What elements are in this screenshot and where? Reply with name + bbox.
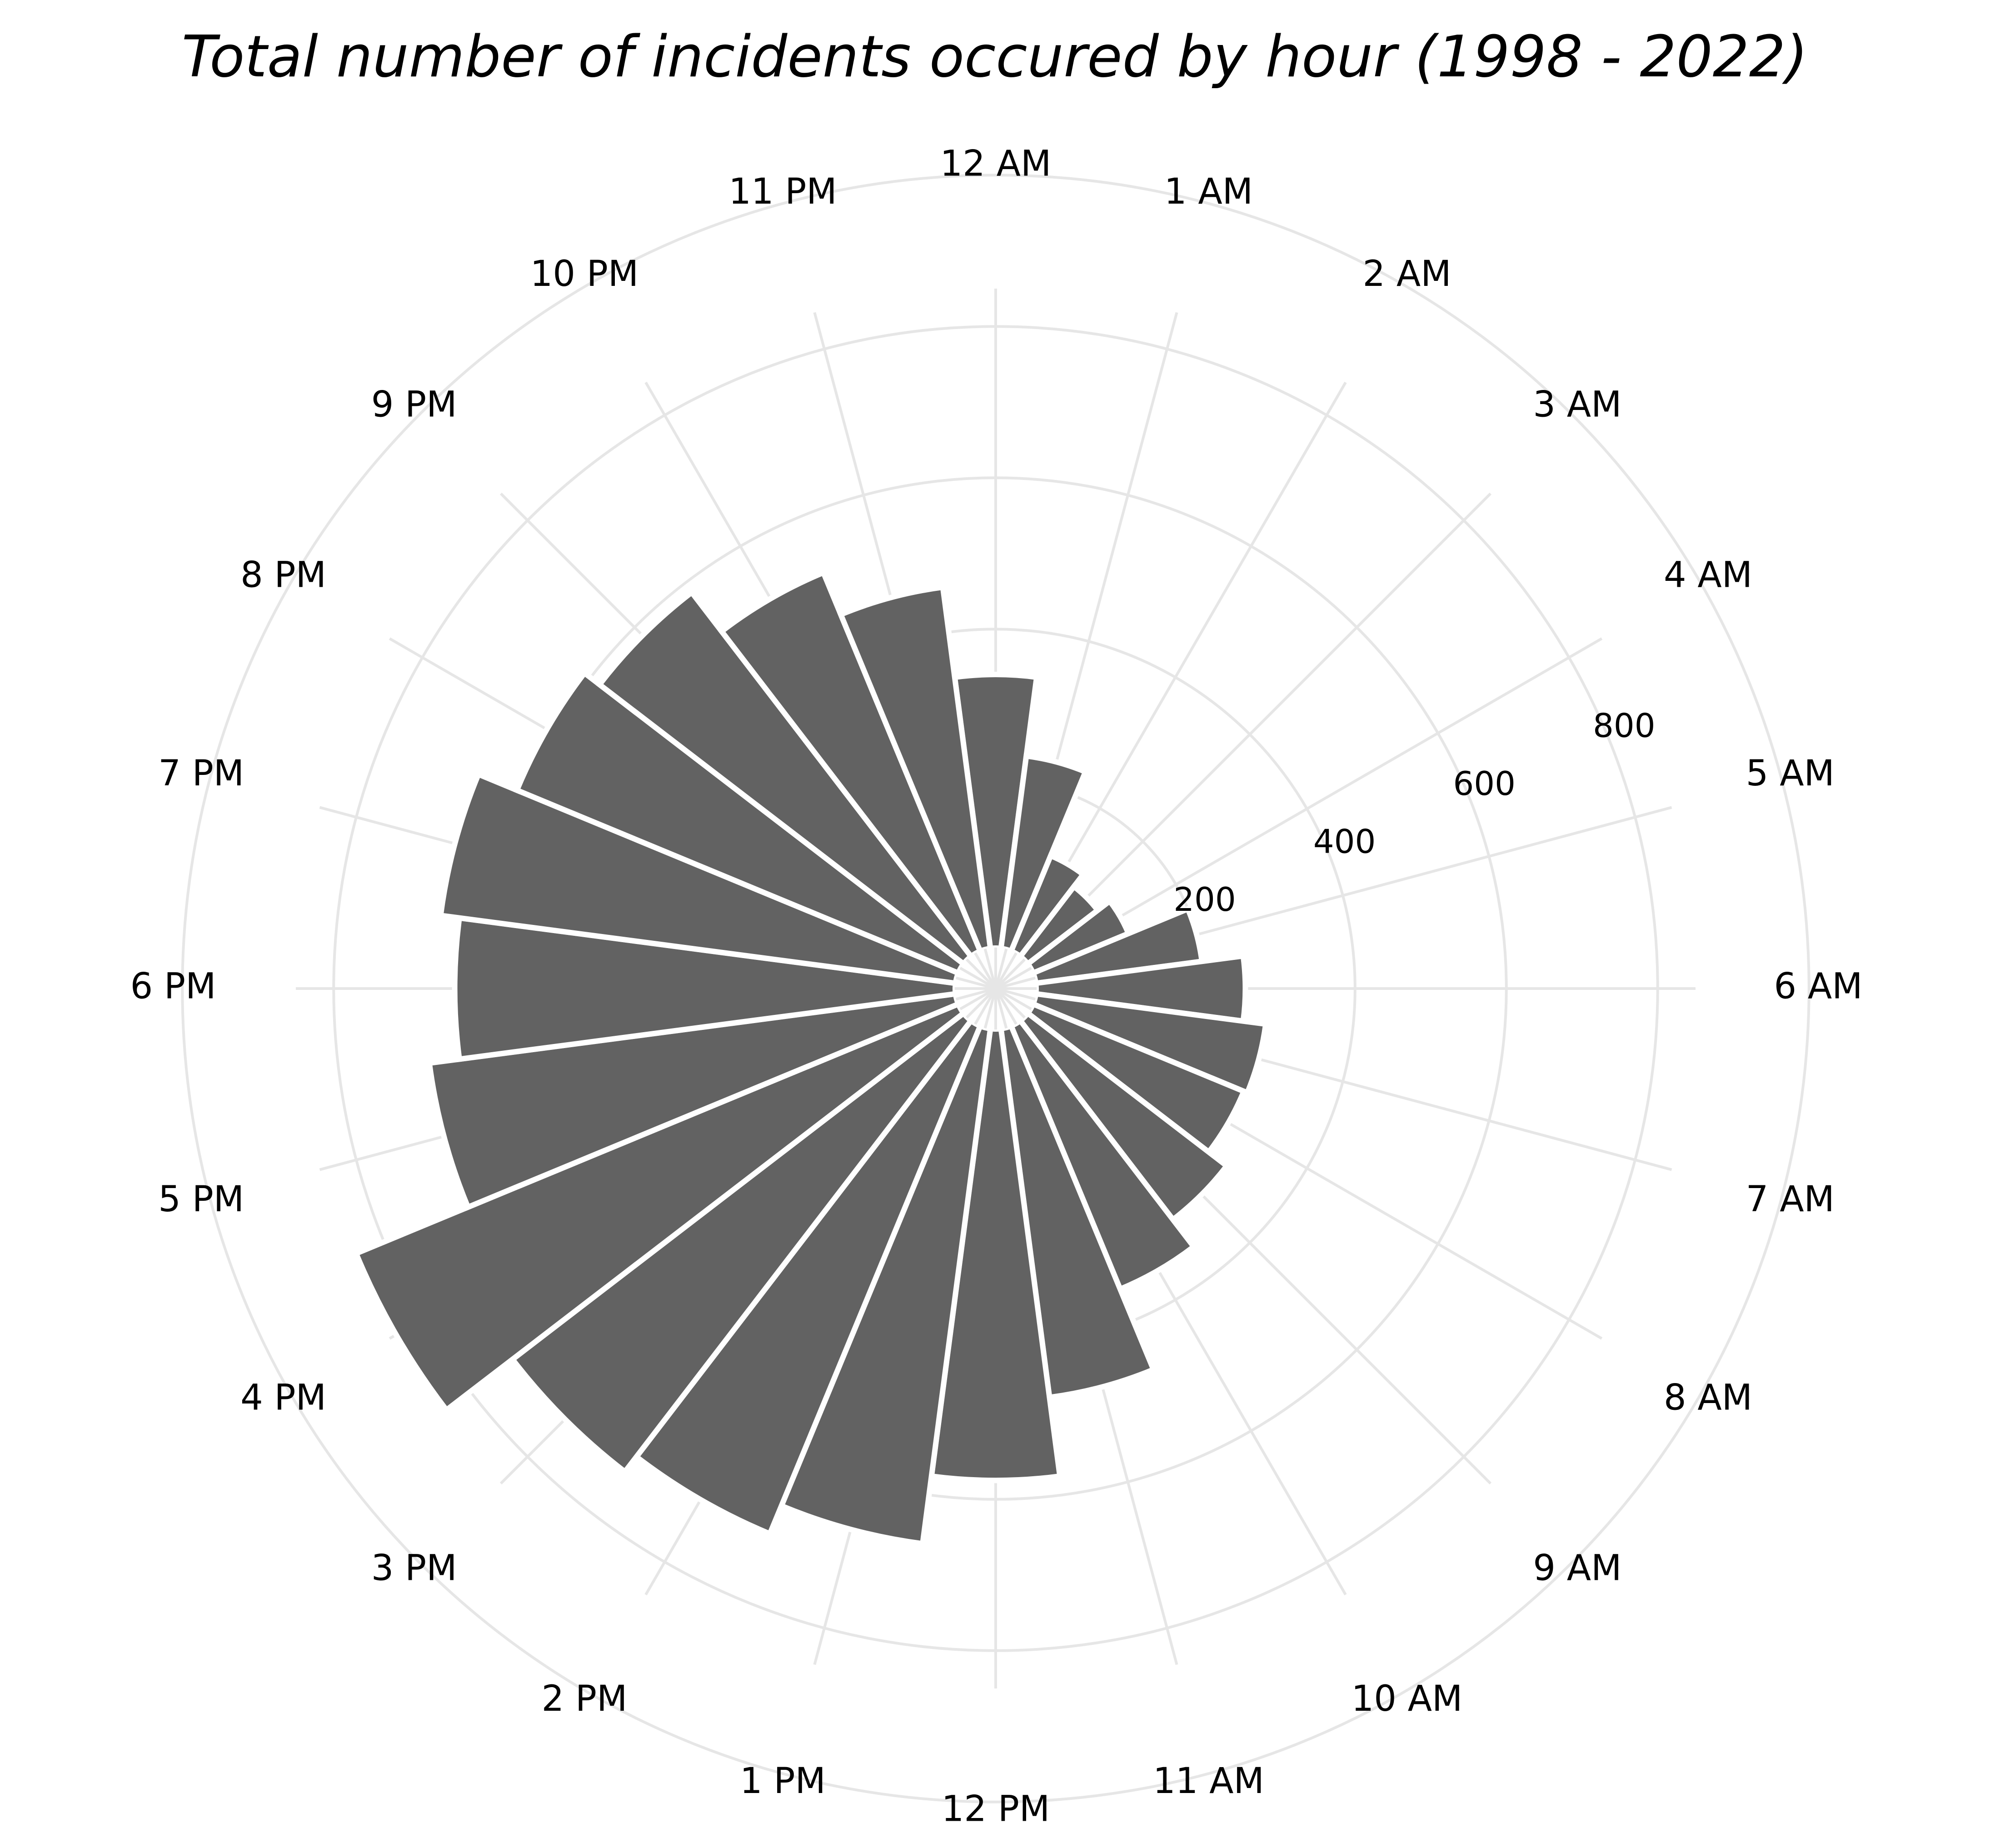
center-hub (953, 945, 1039, 1032)
radial-tick-label: 400 (1313, 823, 1376, 861)
hub-spoke (994, 949, 1008, 989)
hub-spoke (994, 952, 1017, 989)
bar-7-pm (437, 770, 997, 991)
hour-label: 3 PM (371, 1548, 457, 1588)
radial-tick-label: 200 (1173, 880, 1236, 919)
hub-spoke (956, 976, 996, 990)
hour-label: 5 AM (1746, 753, 1835, 794)
bar-6-pm (452, 914, 996, 1063)
hour-label: 6 PM (130, 966, 216, 1007)
hour-label: 11 PM (728, 171, 837, 212)
hub-spoke (983, 949, 997, 989)
bar-2-pm (633, 987, 998, 1538)
hour-label: 7 AM (1746, 1179, 1835, 1220)
hour-label: 12 PM (942, 1788, 1050, 1829)
hour-label: 9 PM (371, 385, 457, 425)
hub-spoke (994, 988, 1008, 1029)
bar-1-pm (778, 987, 998, 1547)
hub-spoke (966, 959, 997, 990)
bar-8-pm (513, 669, 997, 991)
hub-spoke (974, 952, 997, 989)
hour-label: 1 AM (1164, 171, 1253, 212)
hour-label: 3 AM (1533, 385, 1621, 425)
grid-ring (181, 174, 1810, 1803)
bar-3-pm (509, 986, 998, 1476)
bar-9-pm (595, 588, 998, 991)
bar-10-pm (718, 569, 998, 990)
hour-label: 8 PM (240, 554, 326, 595)
hour-label: 12 AM (940, 143, 1052, 184)
radial-tick-label: 800 (1593, 707, 1655, 745)
hour-label: 7 PM (158, 753, 244, 794)
hour-label: 6 AM (1774, 966, 1862, 1007)
hub-spoke (994, 988, 1017, 1025)
bar-11-pm (837, 584, 998, 990)
hub-spoke (995, 976, 1036, 990)
hour-label: 10 AM (1352, 1678, 1463, 1719)
bar-5-pm (426, 986, 997, 1211)
bar-12-pm (928, 988, 1063, 1483)
hub-spoke (994, 959, 1026, 990)
hour-label: 5 PM (158, 1179, 244, 1220)
hub-spoke (959, 987, 997, 1010)
hour-label: 2 AM (1362, 254, 1451, 295)
hub-spoke (983, 988, 997, 1029)
hub-spoke (994, 987, 1026, 1019)
hour-label: 1 PM (740, 1761, 826, 1802)
hour-label: 11 AM (1153, 1761, 1264, 1802)
radial-tick-labels: 200 400 600 800 (1173, 707, 1655, 919)
hub-spoke (995, 987, 1036, 1001)
hour-label: 8 AM (1664, 1377, 1752, 1418)
chart-title: Total number of incidents occured by hou… (182, 23, 1808, 90)
hour-label: 4 PM (240, 1377, 326, 1418)
radial-tick-label: 600 (1453, 764, 1515, 803)
hour-label: 4 AM (1664, 554, 1752, 595)
hub-spoke (966, 987, 997, 1019)
hour-label: 10 PM (530, 254, 638, 295)
hub-spoke (974, 988, 997, 1025)
hub-spoke (995, 967, 1032, 990)
hour-label: 9 AM (1533, 1548, 1621, 1588)
hub-spoke (995, 987, 1032, 1010)
bar-11-am (993, 987, 1157, 1401)
bars (352, 569, 1269, 1547)
bar-4-pm (352, 986, 997, 1414)
hub-spoke (959, 967, 997, 990)
hub-spoke (956, 987, 996, 1001)
hour-label: 2 PM (542, 1678, 628, 1719)
hour-labels: 12 AM 1 AM 2 AM 3 AM 4 AM 5 AM 6 AM 7 AM 8 AM 9 A… (130, 143, 1863, 1829)
